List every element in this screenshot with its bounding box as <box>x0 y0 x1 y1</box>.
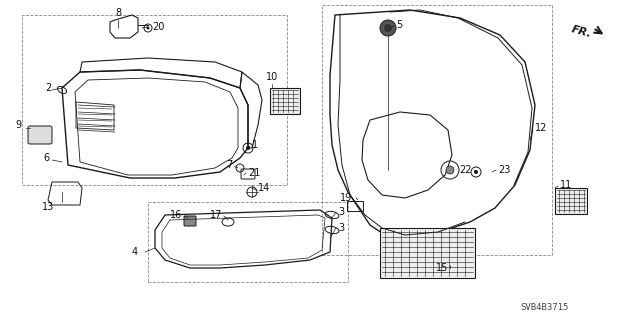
Circle shape <box>384 24 392 32</box>
Bar <box>148 202 348 282</box>
Circle shape <box>246 146 250 150</box>
Text: 20: 20 <box>152 22 164 32</box>
Text: 1: 1 <box>252 140 258 150</box>
Text: 3: 3 <box>338 223 344 233</box>
Text: 9: 9 <box>16 120 22 130</box>
Text: 11: 11 <box>560 180 572 190</box>
Bar <box>322 5 552 255</box>
Text: 7: 7 <box>226 160 232 170</box>
Text: 4: 4 <box>132 247 138 257</box>
Text: 13: 13 <box>42 202 54 212</box>
Circle shape <box>446 166 454 174</box>
Circle shape <box>474 170 478 174</box>
Text: 3: 3 <box>338 207 344 217</box>
Text: 16: 16 <box>170 210 182 220</box>
Text: 5: 5 <box>396 20 403 30</box>
Circle shape <box>147 26 150 29</box>
Text: 15: 15 <box>436 263 448 273</box>
Text: FR.: FR. <box>570 25 593 40</box>
Text: 19: 19 <box>340 193 352 203</box>
Text: 14: 14 <box>258 183 270 193</box>
FancyBboxPatch shape <box>28 126 52 144</box>
Text: 12: 12 <box>535 123 547 133</box>
Text: 17: 17 <box>210 210 222 220</box>
Bar <box>555 188 587 214</box>
Text: 21: 21 <box>248 168 260 178</box>
Text: 23: 23 <box>498 165 510 175</box>
Bar <box>270 88 300 114</box>
Bar <box>22 15 287 185</box>
Text: SVB4B3715: SVB4B3715 <box>520 303 568 313</box>
Text: 8: 8 <box>115 8 121 18</box>
Text: 10: 10 <box>266 72 278 82</box>
Text: 22: 22 <box>460 165 472 175</box>
Bar <box>380 228 475 278</box>
Circle shape <box>380 20 396 36</box>
FancyBboxPatch shape <box>184 216 196 226</box>
Text: 2: 2 <box>45 83 52 93</box>
Text: 6: 6 <box>44 153 50 163</box>
